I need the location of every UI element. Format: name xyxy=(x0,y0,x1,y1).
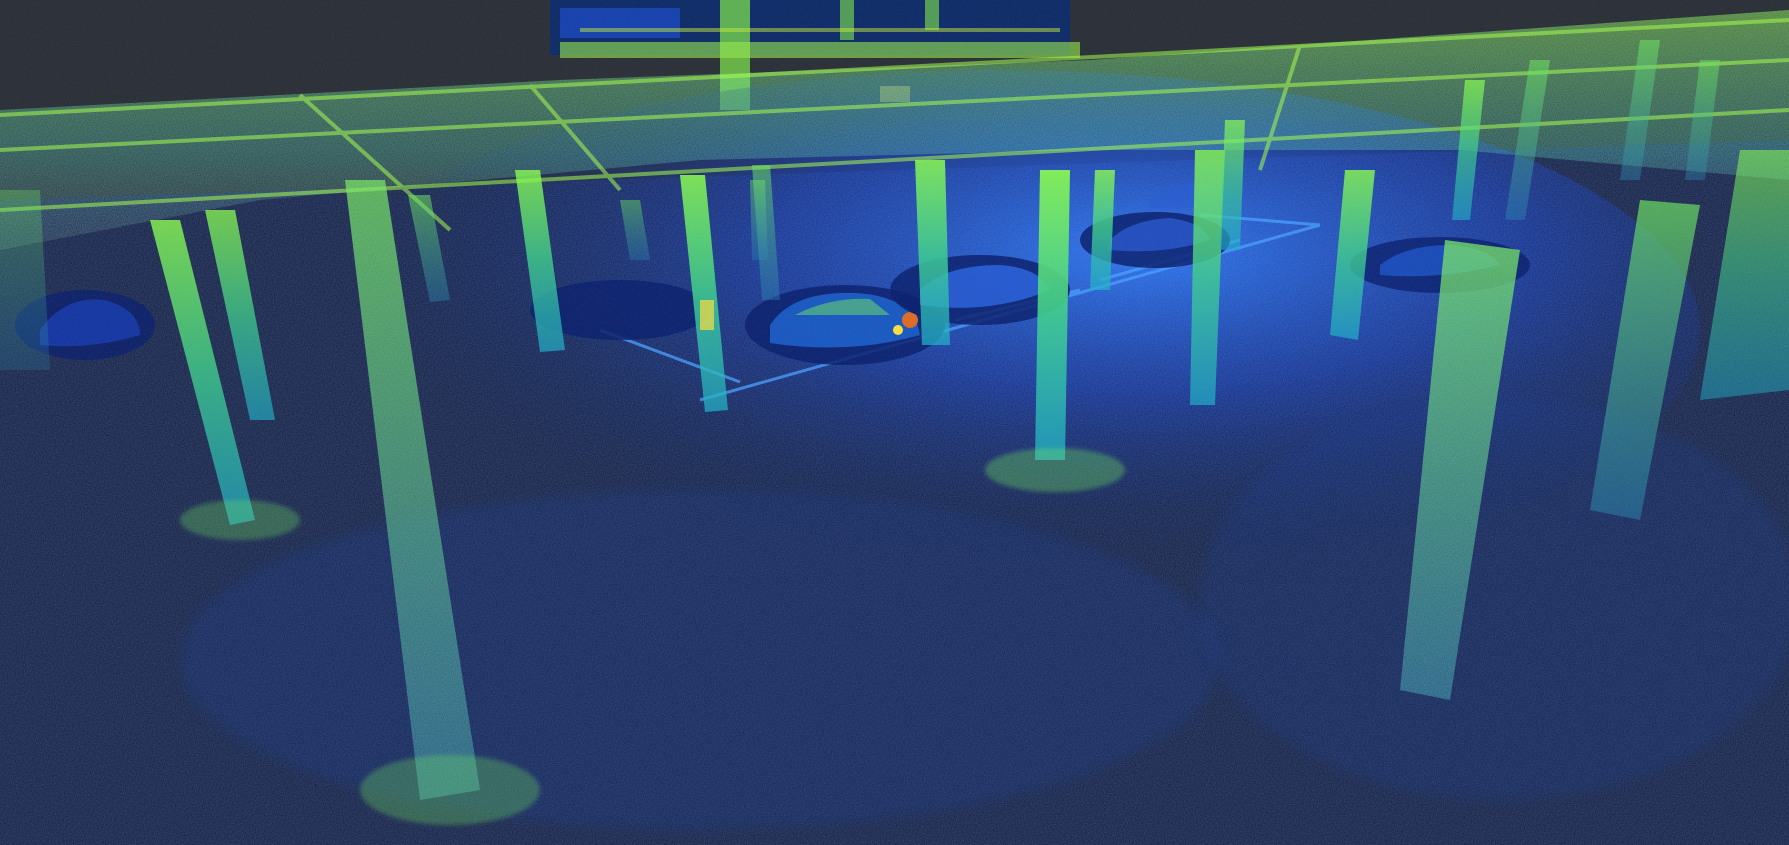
point-cloud-scene xyxy=(0,0,1789,845)
point-haze xyxy=(0,0,1789,845)
